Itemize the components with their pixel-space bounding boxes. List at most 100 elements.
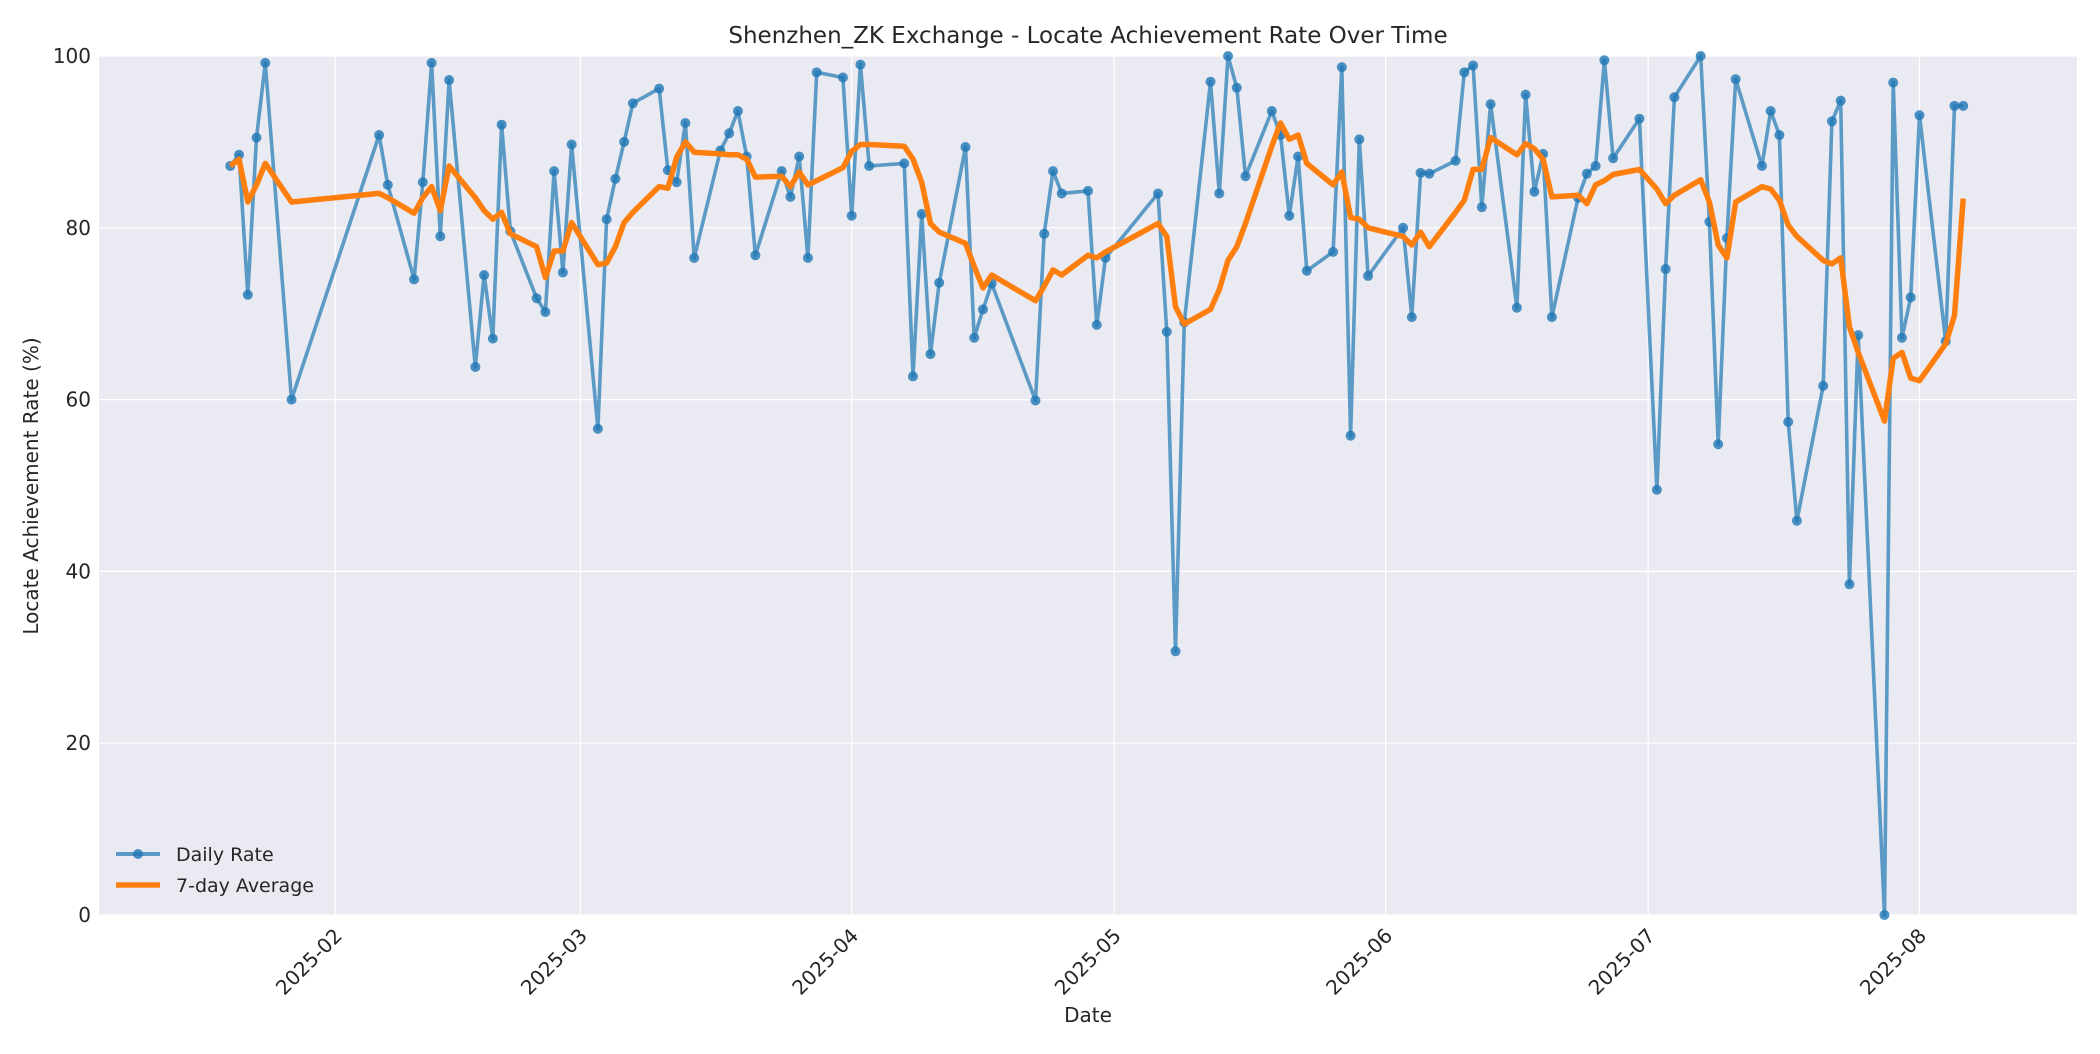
daily-rate-point — [1301, 265, 1312, 276]
daily-rate-point — [750, 250, 761, 261]
daily-rate-point — [934, 277, 945, 288]
daily-rate-point — [1774, 130, 1785, 141]
daily-rate-point — [1511, 302, 1522, 313]
daily-rate-point — [1713, 439, 1724, 450]
daily-rate-point — [1231, 82, 1242, 93]
daily-rate-point — [794, 151, 805, 162]
daily-rate-point — [409, 274, 420, 285]
daily-rate-point — [1879, 910, 1890, 920]
daily-rate-point — [242, 289, 253, 300]
daily-rate-point — [689, 252, 700, 263]
daily-rate-point — [1634, 113, 1645, 124]
daily-rate-point — [374, 130, 385, 141]
daily-rate-point — [1205, 76, 1216, 87]
daily-rate-point — [1354, 134, 1365, 145]
daily-rate-point — [1083, 185, 1093, 196]
daily-rate-point — [444, 75, 455, 86]
daily-rate-point — [1581, 168, 1592, 179]
daily-rate-point — [1958, 100, 1969, 111]
x-tick-label: 2025-03 — [516, 924, 592, 1000]
daily-rate-point — [671, 177, 682, 188]
daily-rate-point — [1520, 89, 1531, 100]
daily-rate-point — [1783, 416, 1794, 427]
daily-rate-point — [864, 160, 875, 171]
daily-rate-point — [732, 105, 743, 116]
daily-rate-point — [470, 361, 481, 372]
daily-rate-point — [1468, 60, 1479, 71]
daily-rate-point — [1293, 151, 1304, 162]
x-tick-label: 2025-08 — [1855, 924, 1931, 1000]
daily-rate-point — [1039, 228, 1050, 239]
daily-rate-point — [907, 371, 918, 382]
daily-rate-point — [899, 158, 910, 169]
daily-rate-point — [382, 179, 393, 190]
seven-day-average-line — [228, 120, 1966, 424]
daily-rate-point — [1485, 99, 1496, 110]
daily-rate-point — [1896, 332, 1907, 343]
daily-rate-point — [426, 57, 437, 68]
x-tick-label: 2025-02 — [271, 924, 347, 1000]
daily-rate-point — [592, 423, 603, 434]
y-tick-label: 60 — [66, 388, 91, 412]
daily-rate-point — [1450, 155, 1461, 166]
daily-rate-point — [1529, 186, 1540, 197]
daily-rate-point — [1669, 92, 1680, 103]
daily-rate-point — [496, 119, 507, 130]
daily-rate-point — [1328, 246, 1339, 257]
daily-rate-point — [1284, 210, 1295, 221]
daily-rate-point — [1047, 166, 1058, 177]
daily-rate-point — [1091, 319, 1102, 330]
daily-rate-point — [1660, 264, 1671, 275]
daily-rate-point — [1240, 171, 1251, 182]
daily-rate-point — [549, 166, 560, 177]
daily-rate-point — [234, 149, 245, 160]
daily-rate-point — [1459, 67, 1470, 78]
daily-rate-point — [1266, 105, 1277, 116]
daily-rate-point — [776, 166, 787, 177]
daily-rate-point — [601, 214, 612, 225]
daily-rate-point — [260, 57, 271, 68]
daily-rate-point — [855, 59, 866, 70]
daily-rate-point — [251, 132, 262, 143]
daily-rate-point — [1826, 116, 1837, 127]
legend-average-label: 7-day Average — [176, 875, 314, 897]
series-layer — [225, 51, 1969, 920]
x-tick-label: 2025-05 — [1050, 924, 1126, 1000]
daily-rate-point — [1345, 430, 1356, 441]
x-tick-label: 2025-07 — [1584, 924, 1660, 1000]
daily-rate-point — [977, 304, 988, 315]
y-axis-ticks: 0 20 40 60 80 100 — [53, 44, 91, 927]
daily-rate-point — [286, 394, 297, 405]
daily-rate-point — [1730, 74, 1741, 85]
x-axis-label: Date — [1064, 1003, 1112, 1027]
daily-rate-point — [531, 293, 542, 304]
x-tick-label: 2025-04 — [787, 924, 863, 1000]
daily-rate-point — [1214, 188, 1225, 199]
daily-rate-point — [1844, 579, 1855, 590]
daily-rate-point — [1835, 95, 1846, 106]
daily-rate-point — [1161, 326, 1172, 337]
daily-rate-point — [1651, 484, 1662, 495]
legend: Daily Rate 7-day Average — [116, 844, 314, 897]
chart-title: Shenzhen_ZK Exchange - Locate Achievemen… — [728, 23, 1447, 49]
daily-rate-point — [654, 83, 665, 94]
daily-rate-point — [1476, 202, 1487, 213]
daily-rate-point — [680, 118, 691, 129]
daily-rate-point — [479, 270, 490, 281]
daily-rate-point — [785, 191, 796, 202]
daily-rate-point — [540, 306, 551, 317]
y-tick-label: 100 — [53, 44, 91, 68]
daily-rate-point — [1914, 110, 1925, 121]
daily-rate-point — [802, 252, 813, 263]
daily-rate-point — [1223, 51, 1234, 61]
daily-rate-point — [1056, 188, 1067, 199]
daily-rate-point — [1818, 380, 1829, 391]
daily-rate-point — [1791, 515, 1802, 526]
daily-rate-point — [619, 136, 630, 147]
daily-rate-point — [417, 177, 428, 188]
legend-daily-label: Daily Rate — [176, 844, 274, 866]
daily-rate-point — [1949, 100, 1960, 111]
daily-rate-point — [1756, 160, 1767, 171]
y-tick-label: 80 — [66, 216, 91, 240]
